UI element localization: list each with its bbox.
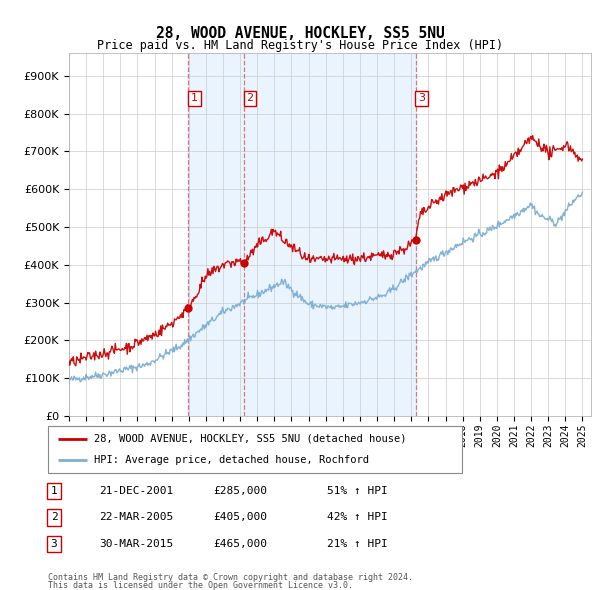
Text: This data is licensed under the Open Government Licence v3.0.: This data is licensed under the Open Gov…: [48, 581, 353, 590]
Text: 21-DEC-2001: 21-DEC-2001: [99, 486, 173, 496]
Text: 28, WOOD AVENUE, HOCKLEY, SS5 5NU (detached house): 28, WOOD AVENUE, HOCKLEY, SS5 5NU (detac…: [94, 434, 406, 444]
Text: 42% ↑ HPI: 42% ↑ HPI: [327, 513, 388, 522]
Text: £465,000: £465,000: [213, 539, 267, 549]
Text: Price paid vs. HM Land Registry's House Price Index (HPI): Price paid vs. HM Land Registry's House …: [97, 39, 503, 52]
Text: HPI: Average price, detached house, Rochford: HPI: Average price, detached house, Roch…: [94, 455, 368, 466]
Text: 3: 3: [50, 539, 58, 549]
Text: 28, WOOD AVENUE, HOCKLEY, SS5 5NU: 28, WOOD AVENUE, HOCKLEY, SS5 5NU: [155, 26, 445, 41]
Text: 2: 2: [50, 513, 58, 522]
FancyBboxPatch shape: [48, 426, 462, 473]
Text: 21% ↑ HPI: 21% ↑ HPI: [327, 539, 388, 549]
Text: £405,000: £405,000: [213, 513, 267, 522]
Text: 1: 1: [50, 486, 58, 496]
Bar: [188, 53, 416, 416]
Text: 1: 1: [191, 93, 198, 103]
Text: £285,000: £285,000: [213, 486, 267, 496]
Text: 30-MAR-2015: 30-MAR-2015: [99, 539, 173, 549]
Text: Contains HM Land Registry data © Crown copyright and database right 2024.: Contains HM Land Registry data © Crown c…: [48, 572, 413, 582]
Text: 51% ↑ HPI: 51% ↑ HPI: [327, 486, 388, 496]
Text: 2: 2: [247, 93, 254, 103]
Text: 22-MAR-2005: 22-MAR-2005: [99, 513, 173, 522]
Text: 3: 3: [418, 93, 425, 103]
